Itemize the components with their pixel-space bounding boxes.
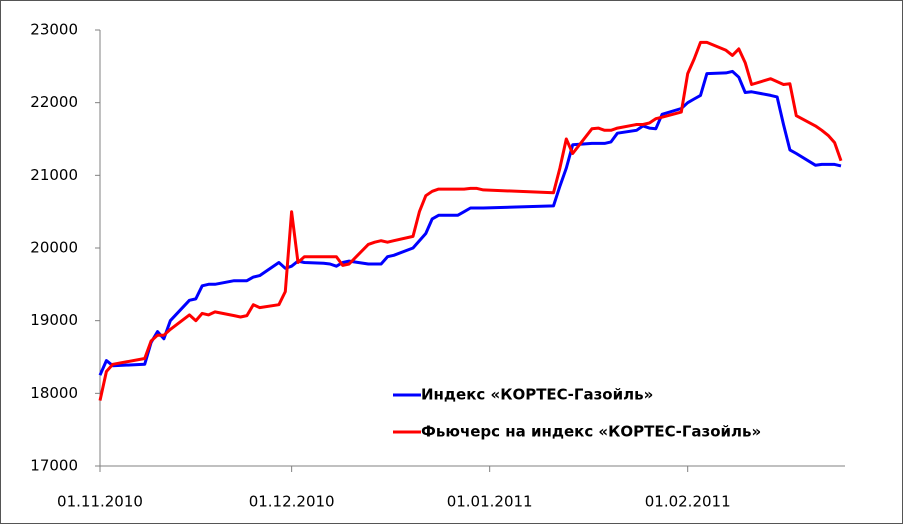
y-tick-label: 19000 xyxy=(30,311,78,329)
x-tick-label: 01.11.2010 xyxy=(57,493,143,511)
y-tick-label: 23000 xyxy=(30,21,78,39)
y-tick-label: 21000 xyxy=(30,166,78,184)
series-line xyxy=(98,40,843,401)
x-tick-label: 01.12.2010 xyxy=(249,493,335,511)
y-tick-label: 20000 xyxy=(30,239,78,257)
legend-label: Фьючерс на индекс «КОРТЕС-Газойль» xyxy=(421,423,761,441)
legend-label: Индекс «КОРТЕС-Газойль» xyxy=(421,386,653,404)
y-tick-label: 22000 xyxy=(30,93,78,111)
y-tick-label: 18000 xyxy=(30,384,78,402)
y-tick-label: 17000 xyxy=(30,457,78,475)
x-tick-label: 01.02.2011 xyxy=(645,493,731,511)
series-line xyxy=(98,69,842,376)
x-tick-label: 01.01.2011 xyxy=(447,493,533,511)
